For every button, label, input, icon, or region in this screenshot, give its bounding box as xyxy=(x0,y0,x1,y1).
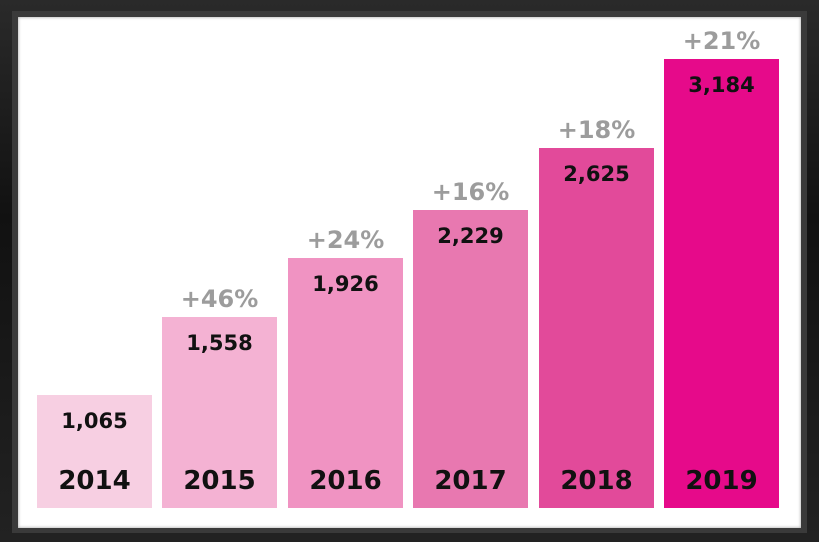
category-label-2019: 2019 xyxy=(685,466,758,496)
value-label-2015: 1,558 xyxy=(186,330,253,355)
bar-2016 xyxy=(288,258,403,508)
growth-label-2019: +21% xyxy=(682,27,761,55)
growth-label-2016: +24% xyxy=(306,226,385,255)
category-label-2017: 2017 xyxy=(434,466,507,496)
value-label-2018: 2,625 xyxy=(563,161,630,186)
growth-label-2017: +16% xyxy=(431,178,510,207)
bar-2017 xyxy=(413,210,528,508)
bar-2014 xyxy=(37,394,152,508)
value-label-2014: 1,065 xyxy=(61,408,128,433)
category-label-2015: 2015 xyxy=(183,466,256,496)
category-label-2014: 2014 xyxy=(58,466,131,496)
value-label-2019: 3,184 xyxy=(688,73,755,97)
growth-label-2018: +18% xyxy=(557,115,636,144)
bar-2019 xyxy=(664,59,779,508)
category-label-2016: 2016 xyxy=(309,466,382,496)
value-label-2016: 1,926 xyxy=(312,272,379,297)
value-label-2017: 2,229 xyxy=(437,224,504,249)
bar-2018 xyxy=(539,147,654,508)
bar-2015 xyxy=(162,316,277,508)
growth-label-2015: +46% xyxy=(180,284,259,313)
category-label-2018: 2018 xyxy=(560,466,633,496)
